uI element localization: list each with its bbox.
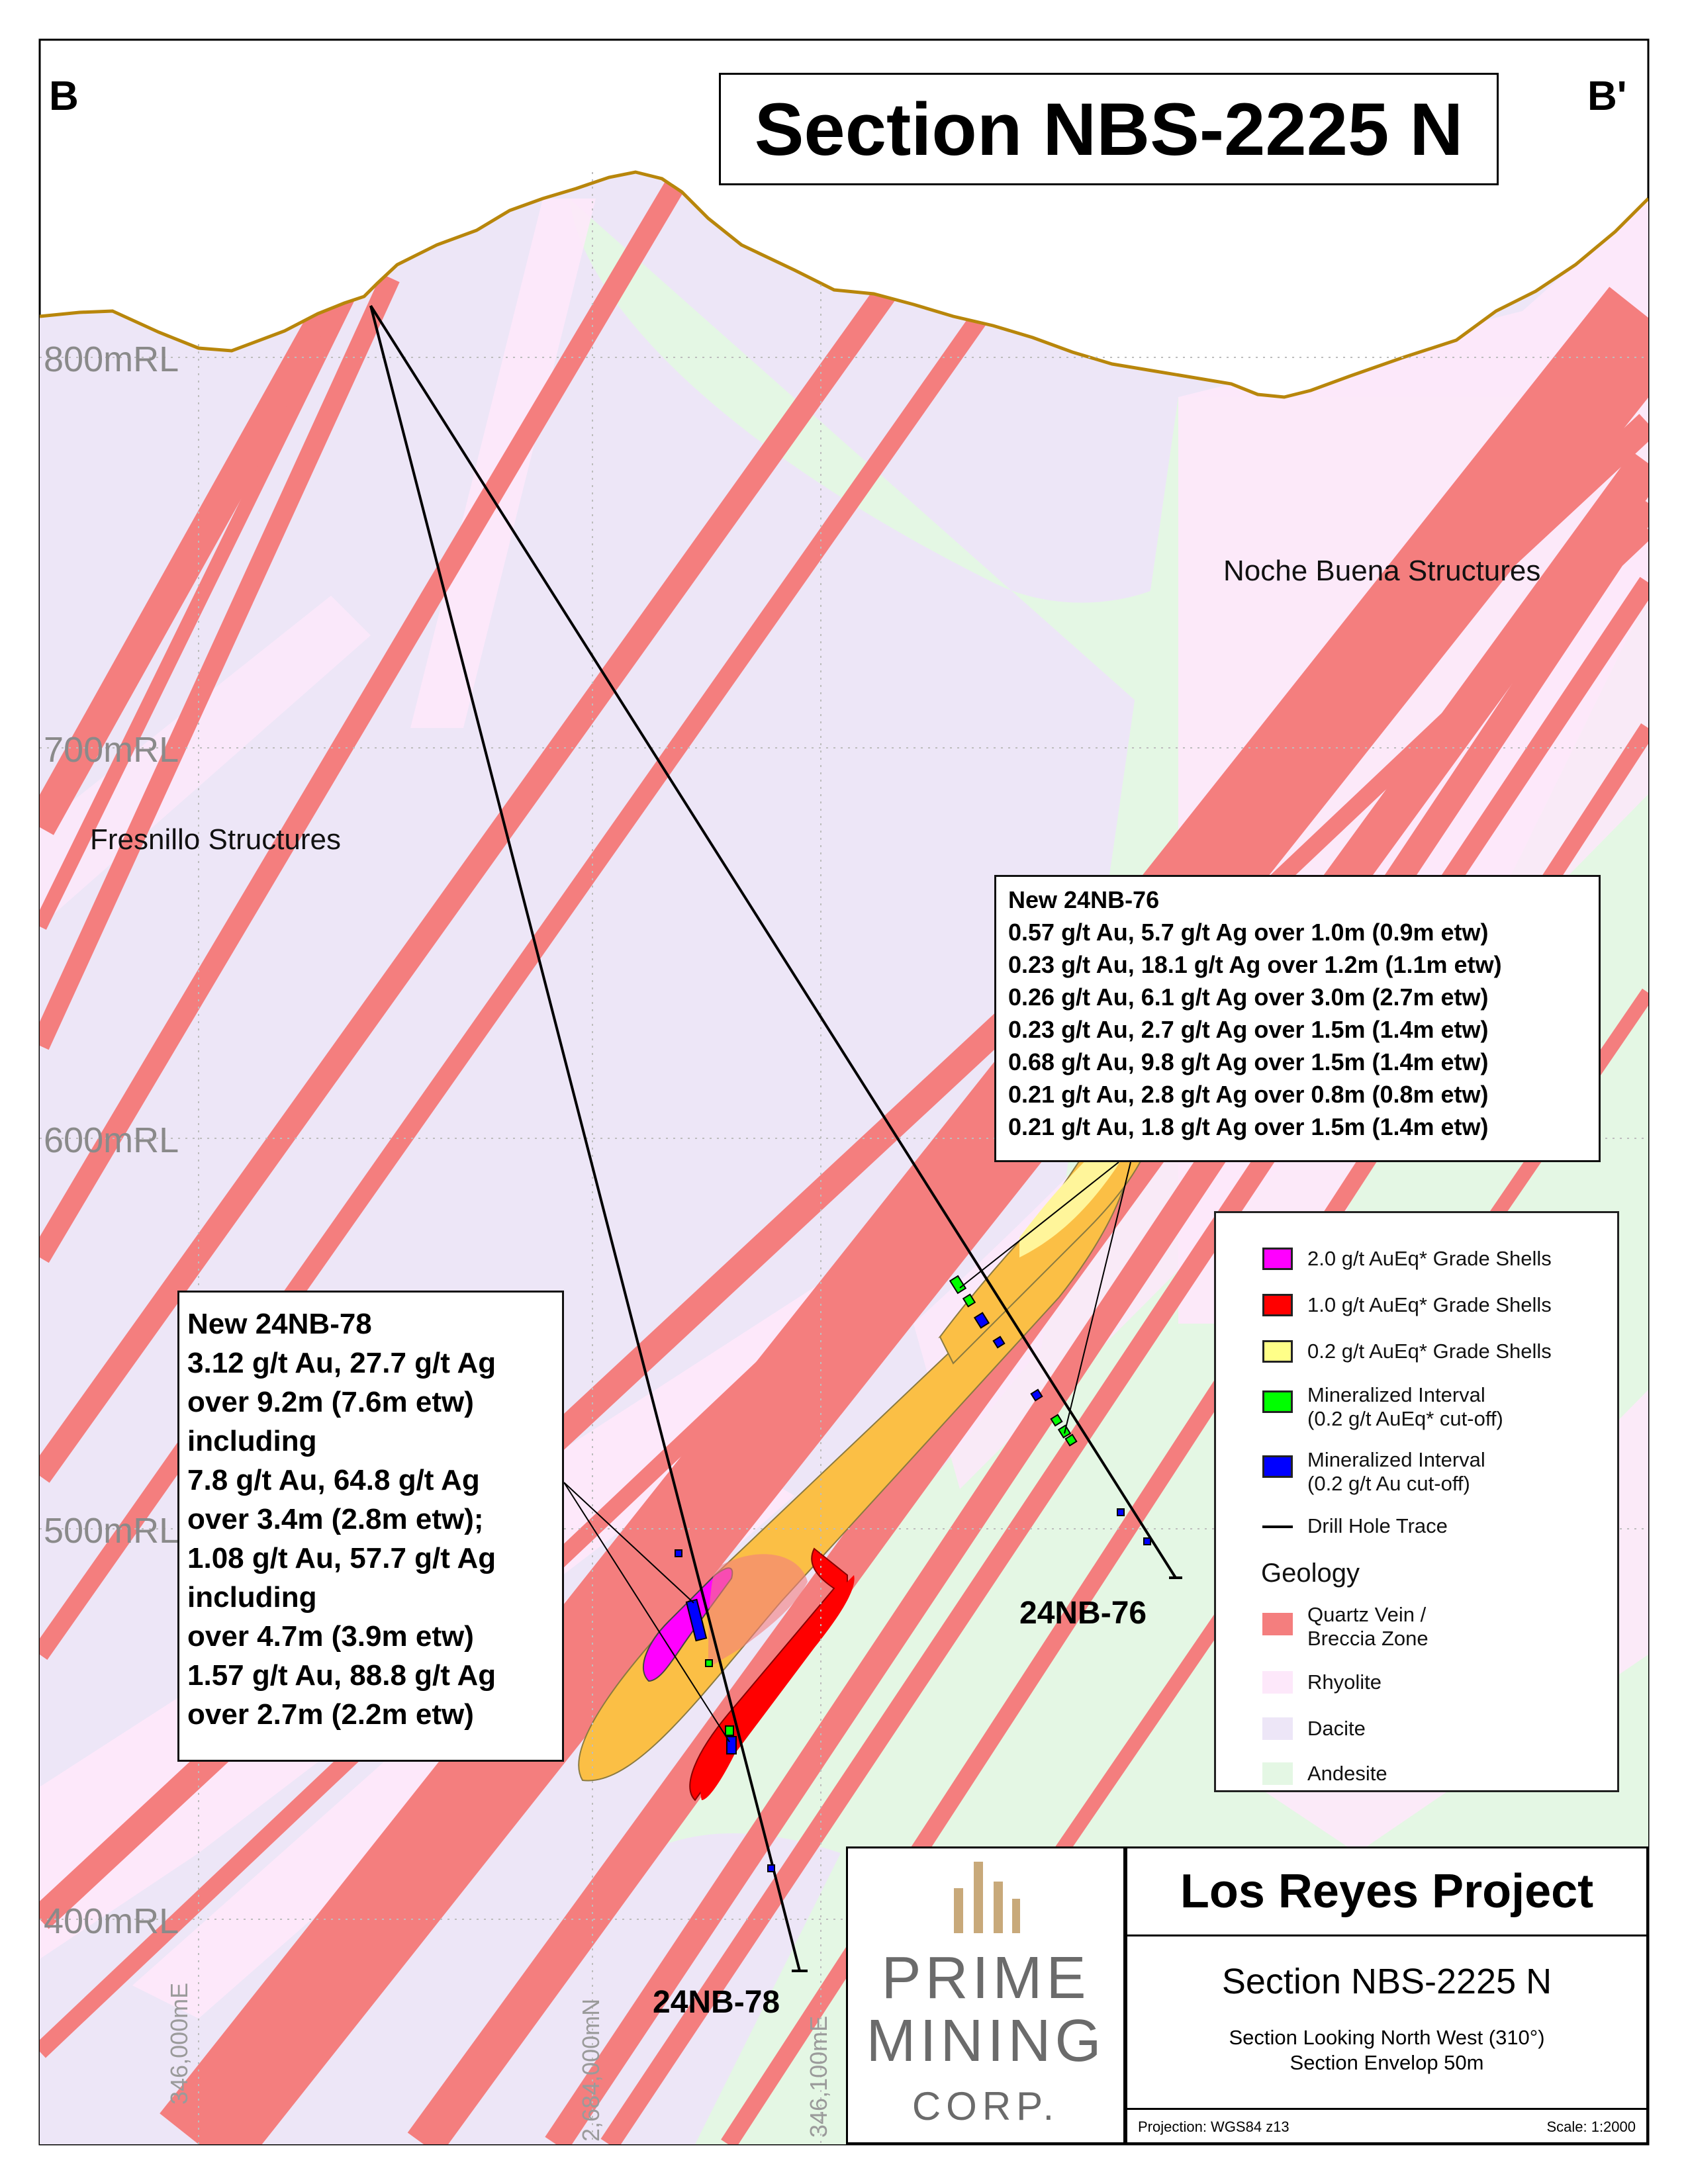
section-title-box: Section NBS-2225 N — [719, 73, 1499, 185]
callout-76-line: 0.68 g/t Au, 9.8 g/t Ag over 1.5m (1.4m … — [1008, 1048, 1489, 1075]
legend-label: Drill Hole Trace — [1307, 1514, 1448, 1537]
elevation-label-800: 800mRL — [44, 340, 179, 379]
scale-label: Scale: 1:2000 — [1546, 2118, 1636, 2135]
elevation-label-500: 500mRL — [44, 1511, 179, 1551]
topography-line — [40, 170, 1648, 399]
elevation-label-400: 400mRL — [44, 1901, 179, 1941]
legend-label: (0.2 g/t Au cut-off) — [1307, 1472, 1470, 1495]
legend-label: (0.2 g/t AuEq* cut-off) — [1307, 1407, 1503, 1430]
map-legend: 2.0 g/t AuEq* Grade Shells 1.0 g/t AuEq*… — [1214, 1211, 1619, 1792]
callout-76-line: 0.57 g/t Au, 5.7 g/t Ag over 1.0m (0.9m … — [1008, 919, 1489, 946]
drill-hole-label-76: 24NB-76 — [1019, 1596, 1147, 1631]
callout-76-line: 0.21 g/t Au, 1.8 g/t Ag over 1.5m (1.4m … — [1008, 1113, 1489, 1140]
legend-swatch-andesite — [1262, 1762, 1293, 1785]
logo-line-mining: MINING — [866, 2008, 1105, 2074]
section-end-label-b: B — [49, 73, 79, 119]
legend-swatch-1-0-shell — [1262, 1294, 1293, 1316]
callout-78-line: including — [187, 1425, 317, 1457]
legend-label: Dacite — [1307, 1717, 1366, 1740]
intervals-hole-78 — [675, 1549, 775, 1872]
callout-76-line: 0.23 g/t Au, 18.1 g/t Ag over 1.2m (1.1m… — [1008, 951, 1502, 978]
intervals-callout-76: New 24NB-76 0.57 g/t Au, 5.7 g/t Ag over… — [994, 875, 1601, 1162]
callout-76-line: 0.21 g/t Au, 2.8 g/t Ag over 0.8m (0.8m … — [1008, 1081, 1489, 1108]
section-end-label-b-prime: B' — [1587, 73, 1627, 119]
title-block-envelop: Section Envelop 50m — [1289, 2051, 1484, 2074]
title-block-section: Section NBS-2225 N — [1221, 1962, 1552, 2001]
projection-label: Projection: WGS84 z13 — [1138, 2118, 1289, 2135]
company-logo-panel: PRIME MINING CORP. — [846, 1846, 1125, 2144]
grid-label-2684000n: 2,684,000mN — [577, 1998, 604, 2142]
prime-mining-mark-icon — [954, 1862, 1020, 1933]
legend-swatch-quartz-vein — [1262, 1613, 1293, 1635]
legend-label: Quartz Vein / — [1307, 1603, 1427, 1626]
grid-label-346000e: 346,000mE — [165, 1982, 193, 2105]
callout-78-line: 3.12 g/t Au, 27.7 g/t Ag — [187, 1347, 496, 1379]
project-title: Los Reyes Project — [1127, 1848, 1646, 1936]
callout-78-title: New 24NB-78 — [187, 1308, 372, 1340]
legend-swatch-interval-aueq — [1262, 1390, 1293, 1413]
title-block-looking: Section Looking North West (310°) — [1229, 2026, 1545, 2049]
legend-label: 0.2 g/t AuEq* Grade Shells — [1307, 1340, 1552, 1363]
legend-swatch-rhyolite — [1262, 1671, 1293, 1694]
legend-swatch-dacite — [1262, 1717, 1293, 1740]
callout-78-line: 7.8 g/t Au, 64.8 g/t Ag — [187, 1464, 480, 1496]
drill-hole-traces — [369, 304, 1182, 1972]
legend-swatch-0-2-shell — [1262, 1340, 1293, 1363]
legend-label: Rhyolite — [1307, 1670, 1382, 1694]
legend-swatch-2-0-shell — [1262, 1248, 1293, 1270]
fresnillo-structures-label: Fresnillo Structures — [90, 823, 342, 856]
intervals-callout-78: New 24NB-78 3.12 g/t Au, 27.7 g/t Ag ove… — [177, 1291, 564, 1762]
callout-76-title: New 24NB-76 — [1008, 886, 1160, 913]
callout-78-line: 1.57 g/t Au, 88.8 g/t Ag — [187, 1659, 496, 1692]
callout-78-line: over 9.2m (7.6m etw) — [187, 1386, 474, 1418]
legend-label: Mineralized Interval — [1307, 1383, 1485, 1406]
callout-78-line: over 3.4m (2.8m etw); — [187, 1503, 484, 1535]
noche-buena-structures-label: Noche Buena Structures — [1223, 555, 1541, 587]
elevation-label-700: 700mRL — [44, 730, 179, 770]
legend-label: Mineralized Interval — [1307, 1448, 1485, 1471]
legend-label: Breccia Zone — [1307, 1627, 1429, 1650]
legend-label: Andesite — [1307, 1762, 1387, 1785]
elevation-label-600: 600mRL — [44, 1120, 179, 1160]
callout-76-line: 0.26 g/t Au, 6.1 g/t Ag over 3.0m (2.7m … — [1008, 983, 1489, 1011]
callout-78-line: including — [187, 1581, 317, 1614]
title-block: Los Reyes Project Section NBS-2225 N Sec… — [1125, 1846, 1648, 2144]
legend-trace-line — [1262, 1525, 1293, 1528]
title-block-footer — [1127, 2108, 1646, 2144]
section-title: Section NBS-2225 N — [754, 87, 1464, 171]
grid-label-346100e: 346,100mE — [805, 2015, 832, 2138]
logo-line-prime: PRIME — [881, 1945, 1090, 2011]
logo-line-corp: CORP. — [912, 2084, 1060, 2128]
callout-78-line: 1.08 g/t Au, 57.7 g/t Ag — [187, 1542, 496, 1574]
callout-leaders — [563, 1161, 1131, 1743]
callout-76-line: 0.23 g/t Au, 2.7 g/t Ag over 1.5m (1.4m … — [1008, 1016, 1489, 1043]
legend-label: 1.0 g/t AuEq* Grade Shells — [1307, 1293, 1552, 1316]
legend-swatch-interval-au — [1262, 1455, 1293, 1478]
callout-78-line: over 2.7m (2.2m etw) — [187, 1698, 474, 1731]
intervals-hole-76 — [949, 1275, 1151, 1545]
legend-label: 2.0 g/t AuEq* Grade Shells — [1307, 1247, 1552, 1270]
callout-78-line: over 4.7m (3.9m etw) — [187, 1620, 474, 1653]
drill-hole-label-78: 24NB-78 — [653, 1985, 780, 2020]
legend-geology-heading: Geology — [1261, 1559, 1360, 1588]
